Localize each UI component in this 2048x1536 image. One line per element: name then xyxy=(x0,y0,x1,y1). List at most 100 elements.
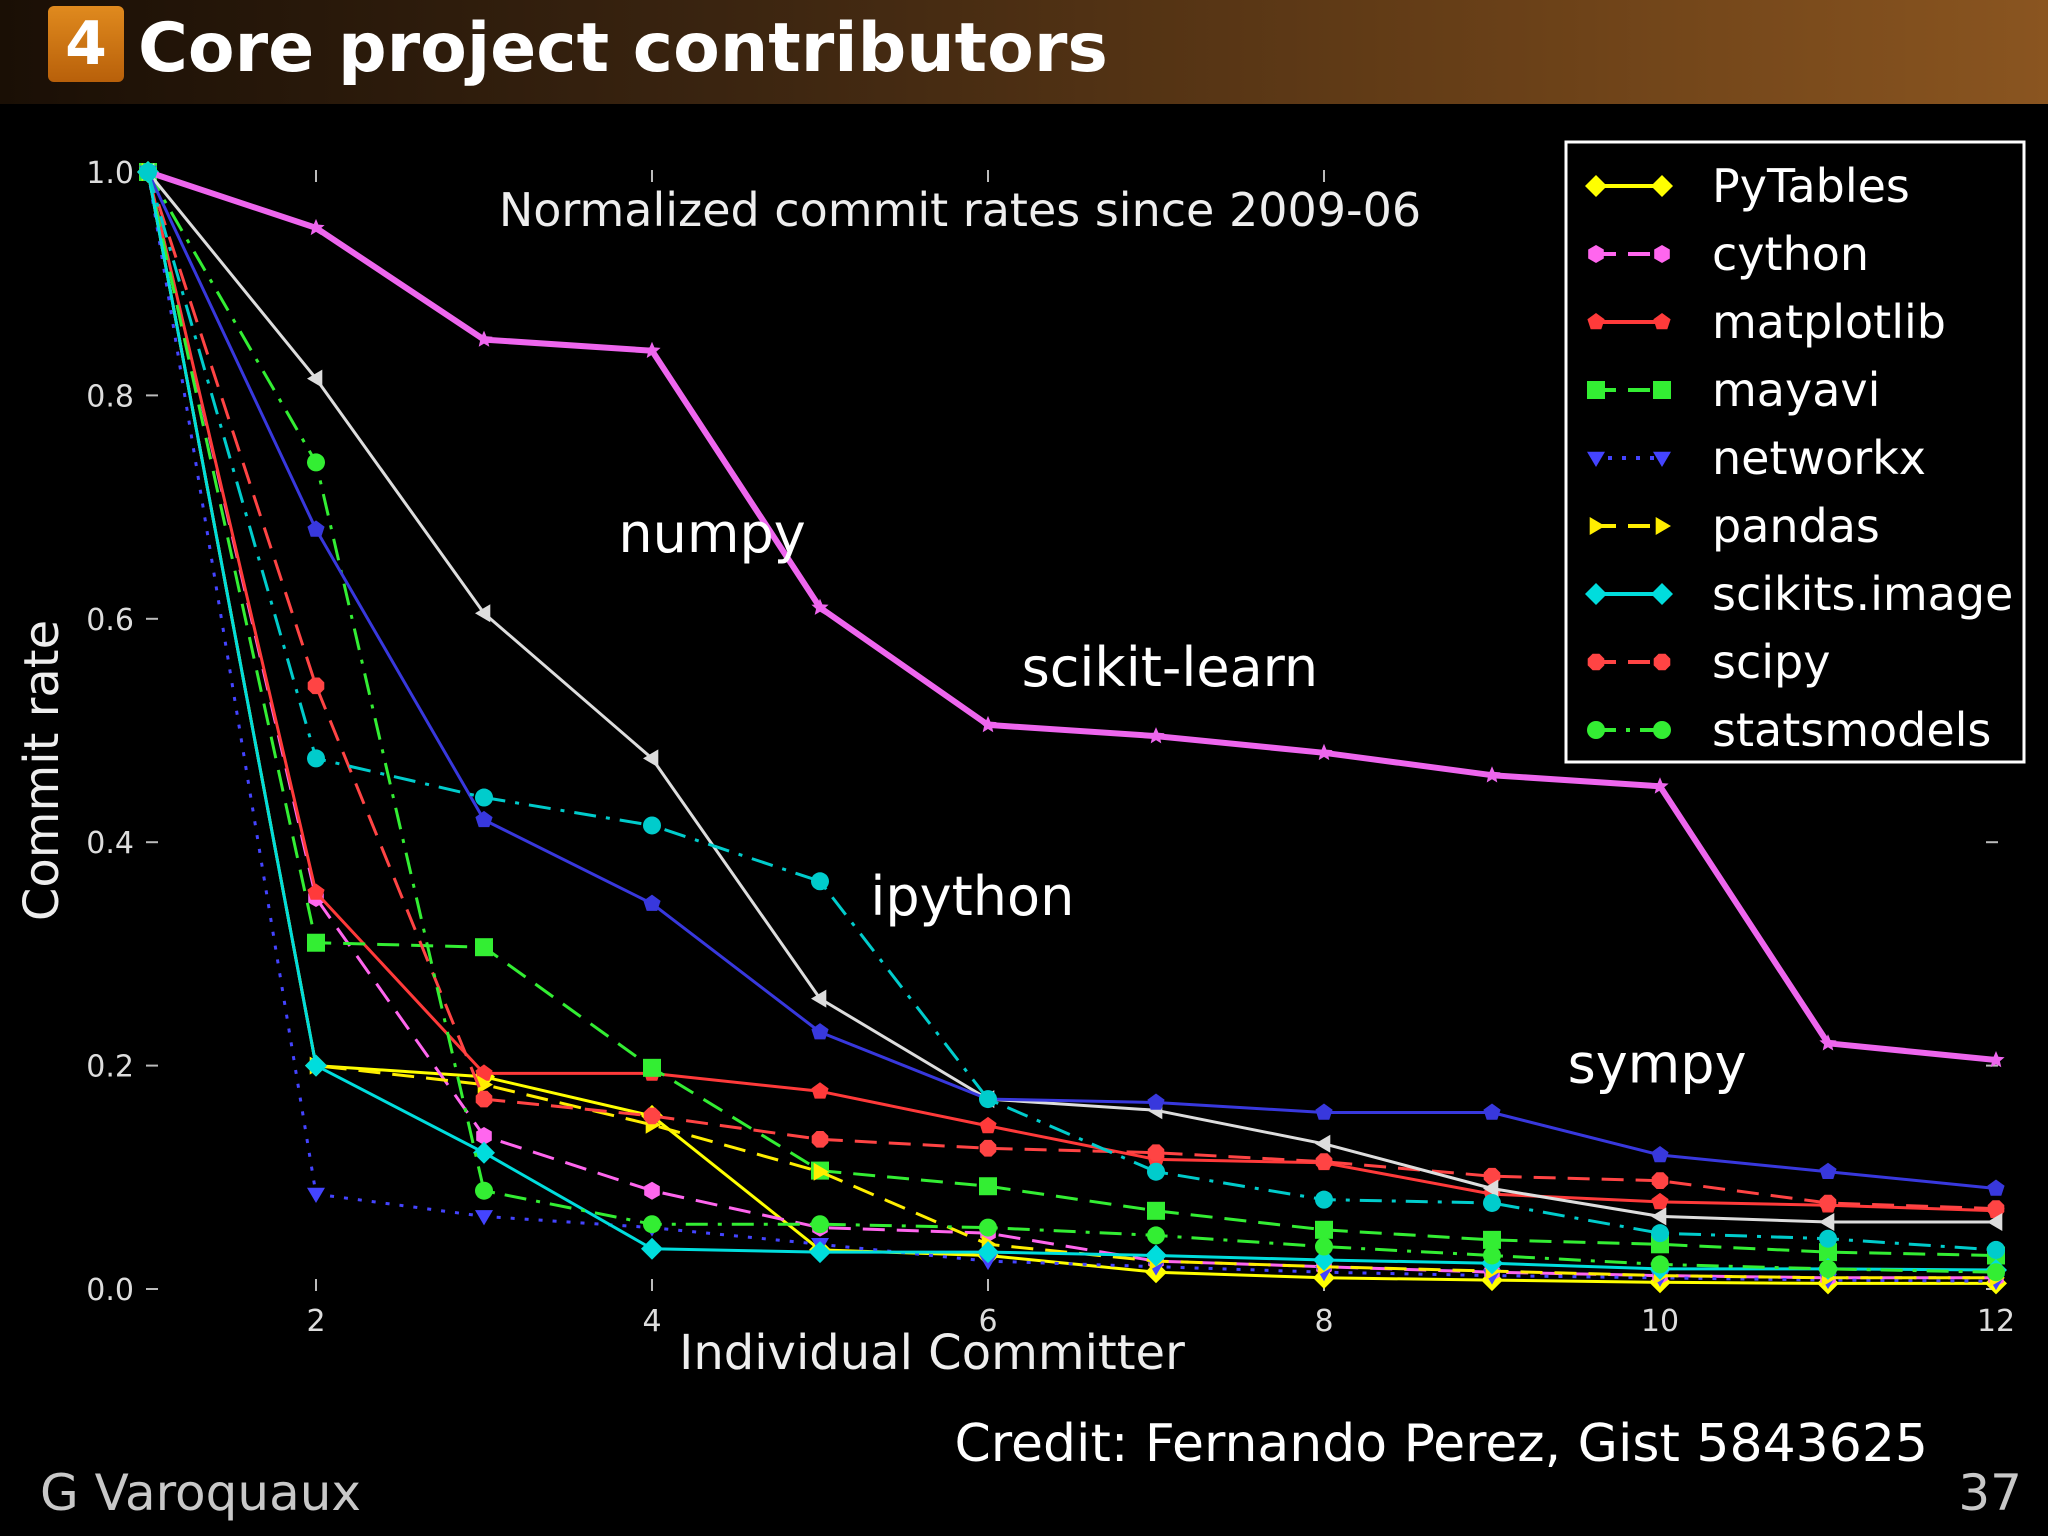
data-point xyxy=(307,369,323,388)
data-point xyxy=(1819,1259,1837,1278)
data-point xyxy=(979,715,997,733)
x-tick-label: 8 xyxy=(1314,1304,1333,1339)
data-point xyxy=(1483,1193,1501,1212)
data-point xyxy=(307,933,325,952)
data-point xyxy=(307,453,325,472)
legend-entry: cython xyxy=(1588,227,1869,281)
y-axis-label: Commit rate xyxy=(14,620,70,921)
y-tick-label: 0.8 xyxy=(86,379,134,414)
data-point xyxy=(643,894,661,911)
y-tick-label: 0.6 xyxy=(86,603,134,638)
legend-entry: scipy xyxy=(1587,635,1830,689)
legend-marker xyxy=(1651,175,1673,197)
legend-marker xyxy=(1585,583,1607,605)
data-point xyxy=(475,1090,493,1108)
legend-marker xyxy=(1589,517,1605,535)
legend-marker xyxy=(1653,381,1671,399)
legend-label: matplotlib xyxy=(1712,295,1946,349)
annotation-label: ipython xyxy=(870,865,1074,928)
data-point xyxy=(1651,1207,1667,1226)
x-tick-label: 2 xyxy=(306,1304,325,1339)
data-point xyxy=(979,1177,997,1196)
data-point xyxy=(307,749,325,768)
chart-axes: 0.0 0.2 0.4 0.6 0.8 1.0 2 4 6 8 10 12 Individual Com… xyxy=(14,156,2015,1381)
data-point xyxy=(1651,1192,1669,1210)
legend-entry: mayavi xyxy=(1587,363,1880,417)
data-point xyxy=(307,218,325,236)
legend-marker xyxy=(1587,313,1605,330)
data-point xyxy=(1315,1220,1333,1239)
data-point xyxy=(1987,1212,2003,1231)
chart-legend: PyTables cython matplotlib mayavi networkx pa… xyxy=(1564,140,2026,764)
legend-marker xyxy=(1653,451,1671,467)
data-point xyxy=(979,1090,997,1109)
data-point xyxy=(475,810,493,828)
data-point xyxy=(475,938,493,957)
data-point xyxy=(473,1141,495,1164)
legend-marker xyxy=(1653,721,1671,739)
series-line xyxy=(146,171,1997,1190)
legend-marker xyxy=(1651,583,1673,605)
legend-marker xyxy=(1587,381,1605,399)
legend-label: networkx xyxy=(1712,431,1926,485)
data-point xyxy=(1147,1226,1165,1245)
data-point xyxy=(475,1210,493,1226)
chart-annotations: numpy scikit-learn ipython sympy xyxy=(618,502,1746,1096)
data-point xyxy=(1147,1201,1165,1220)
data-point xyxy=(305,1054,327,1077)
data-point xyxy=(1819,1212,1835,1231)
legend-marker xyxy=(1587,451,1605,467)
legend-entry: networkx xyxy=(1587,431,1926,485)
commit-rate-chart: 0.0 0.2 0.4 0.6 0.8 1.0 2 4 6 8 10 12 Individual Com… xyxy=(14,140,2026,1381)
legend-label: statsmodels xyxy=(1712,703,1991,757)
data-point xyxy=(1483,1167,1501,1185)
series-line xyxy=(146,171,1996,1280)
data-point xyxy=(811,598,829,615)
series-scipy xyxy=(139,163,2005,1217)
author-name: G Varoquaux xyxy=(40,1464,361,1522)
data-point xyxy=(1987,1263,2005,1282)
data-point xyxy=(1819,1243,1837,1262)
legend-marker xyxy=(1655,517,1671,535)
data-point xyxy=(1483,1179,1499,1198)
y-tick-label: 0.2 xyxy=(86,1050,134,1085)
data-point xyxy=(1819,1162,1837,1179)
data-point xyxy=(979,1218,997,1237)
series-line xyxy=(146,171,1997,1272)
annotation-label: scikit-learn xyxy=(1022,636,1319,699)
chart-title: Normalized commit rates since 2009-06 xyxy=(499,183,1421,237)
data-point xyxy=(643,1107,661,1125)
data-point xyxy=(811,989,827,1008)
data-point xyxy=(979,1116,997,1134)
legend-marker xyxy=(1653,653,1671,671)
data-point xyxy=(1987,1240,2005,1259)
legend-marker xyxy=(1587,721,1605,739)
legend-label: cython xyxy=(1712,227,1869,281)
x-axis-label: Individual Committer xyxy=(679,1325,1185,1381)
slide-header: 4 Core project contributors xyxy=(0,0,2048,104)
data-point xyxy=(643,1215,661,1234)
data-point xyxy=(1987,1179,2005,1196)
series-line xyxy=(146,171,1997,1211)
data-point xyxy=(1987,1200,2005,1217)
credit-text: Credit: Fernando Perez, Gist 5843625 xyxy=(954,1414,1928,1474)
annotation-label: sympy xyxy=(1568,1032,1747,1095)
data-point xyxy=(1315,743,1333,761)
series-unlabeled-12 xyxy=(139,163,2005,1259)
legend-entry: PyTables xyxy=(1585,159,1910,213)
legend-label: pandas xyxy=(1712,499,1880,553)
legend-box xyxy=(1564,140,2026,764)
page-number: 37 xyxy=(1958,1464,2022,1522)
data-point xyxy=(977,1241,999,1264)
series-line xyxy=(146,171,1997,1252)
legend-label: PyTables xyxy=(1712,159,1910,213)
legend-entry: matplotlib xyxy=(1587,295,1946,349)
legend-marker xyxy=(1653,313,1671,330)
data-point xyxy=(1315,1237,1333,1256)
legend-marker xyxy=(1654,245,1670,263)
data-point xyxy=(307,883,325,900)
data-point xyxy=(641,1237,663,1260)
series-line xyxy=(146,171,1996,1224)
chart-series xyxy=(137,161,2007,1295)
data-point xyxy=(307,520,325,537)
